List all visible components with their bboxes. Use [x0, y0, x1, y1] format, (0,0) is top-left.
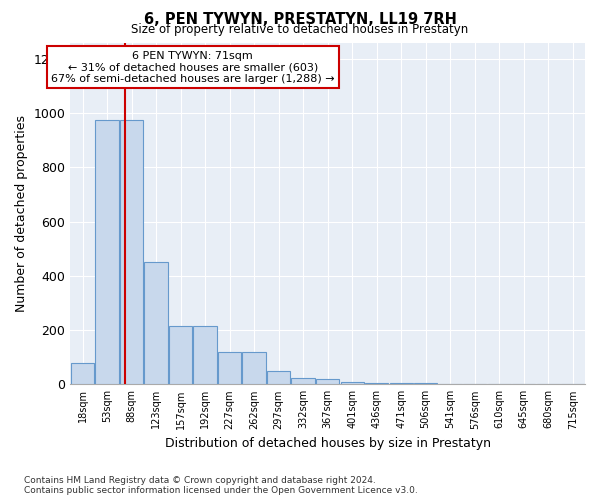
Bar — [218, 352, 241, 384]
Bar — [242, 352, 266, 384]
Text: 6 PEN TYWYN: 71sqm
← 31% of detached houses are smaller (603)
67% of semi-detach: 6 PEN TYWYN: 71sqm ← 31% of detached hou… — [51, 50, 335, 84]
Bar — [169, 326, 192, 384]
Bar — [95, 120, 119, 384]
Text: 6, PEN TYWYN, PRESTATYN, LL19 7RH: 6, PEN TYWYN, PRESTATYN, LL19 7RH — [143, 12, 457, 28]
Bar — [341, 382, 364, 384]
X-axis label: Distribution of detached houses by size in Prestatyn: Distribution of detached houses by size … — [164, 437, 491, 450]
Bar — [193, 326, 217, 384]
Text: Contains HM Land Registry data © Crown copyright and database right 2024.
Contai: Contains HM Land Registry data © Crown c… — [24, 476, 418, 495]
Bar — [292, 378, 315, 384]
Y-axis label: Number of detached properties: Number of detached properties — [15, 115, 28, 312]
Bar — [316, 379, 339, 384]
Bar — [365, 383, 388, 384]
Bar — [267, 370, 290, 384]
Bar — [389, 383, 413, 384]
Bar — [120, 120, 143, 384]
Bar — [71, 362, 94, 384]
Bar — [145, 262, 168, 384]
Text: Size of property relative to detached houses in Prestatyn: Size of property relative to detached ho… — [131, 22, 469, 36]
